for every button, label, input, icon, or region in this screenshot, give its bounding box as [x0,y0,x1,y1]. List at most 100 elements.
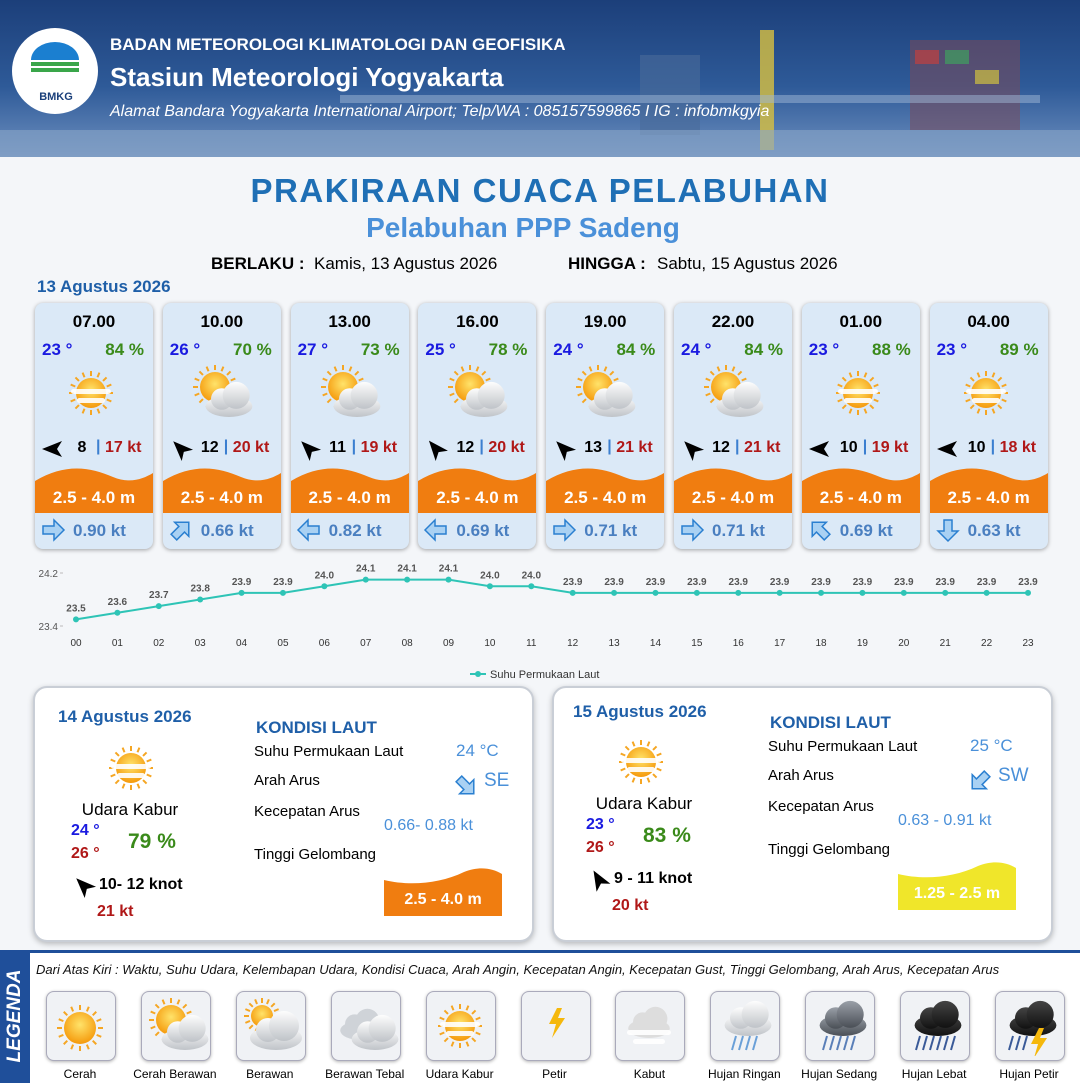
current-speed: 0.69 kt [839,521,893,540]
x-tick-label: 14 [650,638,662,649]
hour-card: 16.00 25 ° 78 % 12 | 20 kt 2.5 - 4.0 m 0.69 kt [418,303,537,549]
wave-height: 1.25 - 2.5 m [913,885,1001,902]
current-speed: 0.71 kt [712,521,765,540]
time: 16.00 [456,312,499,331]
wind-speed: 12 [712,439,730,456]
legend-icon-box [140,991,211,1061]
sst-point [611,589,618,596]
separator: | [990,438,996,455]
sst-value-label: 24.0 [315,570,335,581]
wave-shape [418,468,537,513]
wave-shape [290,468,409,513]
wind-arrow-shape [684,441,705,462]
legend-icon [548,1008,565,1038]
current-arrow [553,518,577,542]
sst-point [528,583,535,590]
current-speed-label: Kecepatan Arus [768,798,874,815]
sst-value-label: 23.9 [604,577,624,588]
legend-icon [819,1000,867,1051]
current-arrow [811,521,831,541]
current-arrow [681,518,705,542]
wave-height: 2.5 - 4.0 m [52,488,136,507]
condition: Udara Kabur [595,794,693,813]
sst-point [776,589,783,596]
weather-icon [109,746,153,790]
legend-icon-box [615,991,686,1061]
x-tick-label: 06 [319,638,331,649]
y-tick-label: 24.2 [39,569,59,580]
sst-value-label: 23.9 [232,577,252,588]
sst-value-label: 23.6 [108,597,128,608]
current-arrow [296,518,320,542]
legend-label: Cerah Berawan [133,1067,217,1081]
wind: 9 - 11 knot [614,870,693,887]
wave-height: 2.5 - 4.0 m [819,488,902,507]
current-dir: SE [484,770,510,791]
sst-point [859,589,866,596]
legend-label: Berawan [246,1067,294,1081]
wave-height: 2.5 - 4.0 m [436,488,519,507]
legend-label: Udara Kabur [425,1067,494,1081]
time: 07.00 [72,312,116,331]
wind-speed: 11 [329,439,347,456]
time: 10.00 [200,312,244,331]
wind-arrow [300,441,321,462]
sst-point [652,589,659,596]
day2-panel: 14 Agustus 2026 Udara Kabur 24 ° 26 ° 79 % 10… [33,686,534,942]
temperature: 27 ° [297,340,329,359]
sst-point [279,589,286,596]
humidity: 73 % [360,340,400,359]
y-tick-label: 23.4 [39,622,59,633]
legend: LEGENDA Dari Atas Kiri : Waktu, Suhu Uda… [0,950,1080,1083]
current-arrow [424,518,448,542]
legend-label: Hujan Lebat [901,1067,967,1081]
sst-point [197,596,204,603]
sst-value-label: 23.9 [977,577,997,588]
sea-title: KONDISI LAUT [770,713,891,732]
station: Stasiun Meteorologi Yogyakarta [110,62,504,92]
current-speed: 0.71 kt [584,521,638,540]
current-dir-label: Arah Arus [768,767,834,784]
x-tick-label: 09 [443,638,455,649]
wind-arrow-shape [808,441,829,457]
sst-point [321,583,328,590]
humidity: 78 % [488,340,528,359]
time: 13.00 [328,312,371,331]
sst-point [818,589,825,596]
sst-value-label: 23.9 [894,577,914,588]
sst-value-label: 23.9 [646,577,666,588]
wind-arrow [42,441,62,457]
current-speed-label: Kecepatan Arus [254,803,360,820]
x-tick-label: 08 [402,638,414,649]
temperature: 24 ° [681,340,712,359]
separator: | [862,438,868,455]
weather-icon [835,371,880,415]
agency: BADAN METEOROLOGI KLIMATOLOGI DAN GEOFIS… [110,35,566,54]
header-scene [0,30,1080,157]
valid-from: Kamis, 13 Agustus 2026 [314,254,498,273]
x-tick-label: 12 [567,638,579,649]
sst-label: Suhu Permukaan Laut [768,738,918,755]
legend-icon-box [805,991,876,1061]
humidity: 84 % [744,340,783,359]
x-tick-label: 02 [153,638,165,649]
sst-chart: 23.4 24.2 23.5 23.6 23.7 23.8 23.9 23.9 24.0 24.1… [39,564,1039,681]
wind-arrow [936,441,957,457]
temp-max: 26 ° [586,839,615,856]
separator: | [96,438,101,455]
temp-max: 26 ° [71,845,100,862]
legend-icon-box [425,991,496,1061]
sst-label: Suhu Permukaan Laut [254,743,404,760]
humidity: 88 % [872,340,911,359]
x-tick-label: 15 [691,638,703,649]
legend-icon-box [330,991,401,1061]
legend-label: Hujan Petir [999,1067,1059,1081]
time: 01.00 [839,312,883,331]
sst-point [900,589,907,596]
legend-icon [148,998,209,1050]
gust: 18 kt [999,439,1037,456]
wind-arrow [556,441,577,462]
legend-entry: Suhu Permukaan Laut [490,669,599,681]
wave-height: 2.5 - 4.0 m [180,488,263,507]
wind-arrow [173,441,193,462]
